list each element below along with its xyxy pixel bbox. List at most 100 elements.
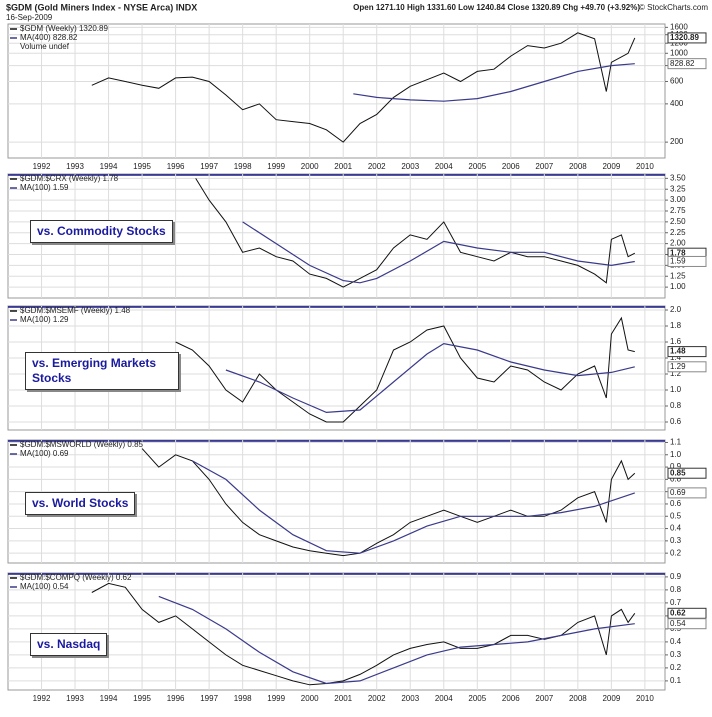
ma-line (225, 342, 635, 414)
y-tick-label: 1.8 (670, 321, 682, 330)
y-tick-label: 0.6 (670, 417, 682, 426)
y-tick-label: 1.25 (670, 271, 686, 280)
y-tick-label: 400 (670, 99, 684, 108)
legend-entry: MA(100) 1.29 (20, 315, 69, 324)
y-tick-label: 1.6 (670, 337, 682, 346)
x-tick-label: 2010 (636, 162, 654, 171)
price-line (175, 316, 635, 423)
last-value: 0.85 (670, 468, 686, 477)
legend-entry: Volume undef (20, 42, 70, 51)
y-tick-label: 0.3 (670, 650, 682, 659)
x-tick-label: 2003 (401, 162, 419, 171)
y-tick-label: 1600 (670, 22, 688, 31)
last-value-box (667, 58, 707, 70)
last-value-box (667, 346, 707, 358)
ma-line (242, 221, 635, 284)
y-tick-label: 0.9 (670, 462, 682, 471)
price-line (91, 582, 636, 686)
panel-frame (7, 23, 666, 159)
x-tick-label: 2005 (468, 162, 486, 171)
y-tick-label: 2.00 (670, 239, 686, 248)
y-tick-label: 2.0 (670, 305, 682, 314)
panel-frame (7, 572, 666, 691)
x-tick-label: 2004 (435, 694, 453, 703)
y-tick-label: 3.00 (670, 195, 686, 204)
ma-line (353, 63, 635, 102)
last-value-box (667, 361, 707, 373)
y-tick-label: 0.1 (670, 676, 682, 685)
y-tick-label: 0.9 (670, 572, 682, 581)
y-tick-label: 1.4 (670, 353, 682, 362)
price-line (141, 448, 636, 557)
annotation: vs. Emerging Markets Stocks (25, 352, 179, 390)
x-tick-label: 1995 (133, 162, 151, 171)
y-tick-label: 1.1 (670, 438, 682, 447)
y-tick-label: 0.2 (670, 548, 682, 557)
x-tick-label: 2006 (502, 162, 520, 171)
price-line (195, 178, 636, 288)
y-tick-label: 0.8 (670, 474, 682, 483)
y-tick-label: 3.50 (670, 173, 686, 182)
source: © StockCharts.com (639, 3, 708, 12)
y-tick-label: 0.7 (670, 598, 682, 607)
legend-entry: $GDM:$MSWORLD (Weekly) 0.85 (20, 440, 144, 449)
legend-entry: MA(100) 0.69 (20, 449, 69, 458)
x-tick-label: 2003 (401, 694, 419, 703)
x-tick-label: 1999 (267, 162, 285, 171)
x-tick-label: 2001 (334, 162, 352, 171)
x-tick-label: 2000 (301, 162, 319, 171)
x-tick-label: 1997 (200, 694, 218, 703)
x-tick-label: 1996 (167, 694, 185, 703)
x-tick-label: 1992 (33, 694, 51, 703)
legend-entry: $GDM (Weekly) 1320.89 (20, 24, 108, 33)
legend-entry: MA(100) 0.54 (20, 582, 69, 591)
last-value: 0.69 (670, 488, 686, 497)
x-tick-label: 2008 (569, 694, 587, 703)
y-tick-label: 1.0 (670, 450, 682, 459)
last-value: 1.59 (670, 257, 686, 266)
quote: Open 1271.10 High 1331.60 Low 1240.84 Cl… (353, 3, 640, 12)
x-tick-label: 2005 (468, 694, 486, 703)
y-tick-label: 3.25 (670, 184, 686, 193)
y-tick-label: 0.5 (670, 511, 682, 520)
x-tick-label: 2010 (636, 694, 654, 703)
last-value-box (667, 467, 707, 479)
y-tick-label: 0.8 (670, 585, 682, 594)
x-tick-label: 1998 (234, 162, 252, 171)
last-value: 1.78 (670, 248, 686, 257)
x-tick-label: 2006 (502, 694, 520, 703)
chart-title: $GDM (Gold Miners Index - NYSE Arca) IND… (6, 2, 197, 12)
y-tick-label: 200 (670, 137, 684, 146)
last-value-box (667, 618, 707, 630)
annotation: vs. Nasdaq (30, 633, 108, 656)
x-tick-label: 1997 (200, 162, 218, 171)
y-tick-label: 1.00 (670, 282, 686, 291)
x-tick-label: 1992 (33, 162, 51, 171)
last-value: 1.48 (670, 347, 686, 356)
last-value: 0.54 (670, 619, 686, 628)
y-tick-label: 1000 (670, 48, 688, 57)
x-tick-label: 1994 (100, 162, 118, 171)
y-tick-label: 1.0 (670, 385, 682, 394)
x-tick-label: 1998 (234, 694, 252, 703)
y-tick-label: 2.25 (670, 228, 686, 237)
last-value-box (667, 32, 707, 44)
x-tick-label: 2009 (602, 162, 620, 171)
last-value: 1320.89 (670, 33, 699, 42)
y-tick-label: 0.3 (670, 536, 682, 545)
legend-entry: $GDM:$MSEMF (Weekly) 1.48 (20, 306, 131, 315)
x-tick-label: 1999 (267, 694, 285, 703)
legend-entry: $GDM:$CRX (Weekly) 1.78 (20, 174, 119, 183)
x-tick-label: 1994 (100, 694, 118, 703)
legend-entry: MA(400) 828.82 (20, 33, 78, 42)
y-tick-label: 1.2 (670, 369, 682, 378)
last-value: 0.62 (670, 608, 686, 617)
y-tick-label: 2.50 (670, 217, 686, 226)
y-tick-label: 600 (670, 77, 684, 86)
legend-entry: $GDM:$COMPQ (Weekly) 0.62 (20, 573, 132, 582)
x-tick-label: 1996 (167, 162, 185, 171)
last-value-box (667, 255, 707, 267)
x-tick-label: 2002 (368, 162, 386, 171)
